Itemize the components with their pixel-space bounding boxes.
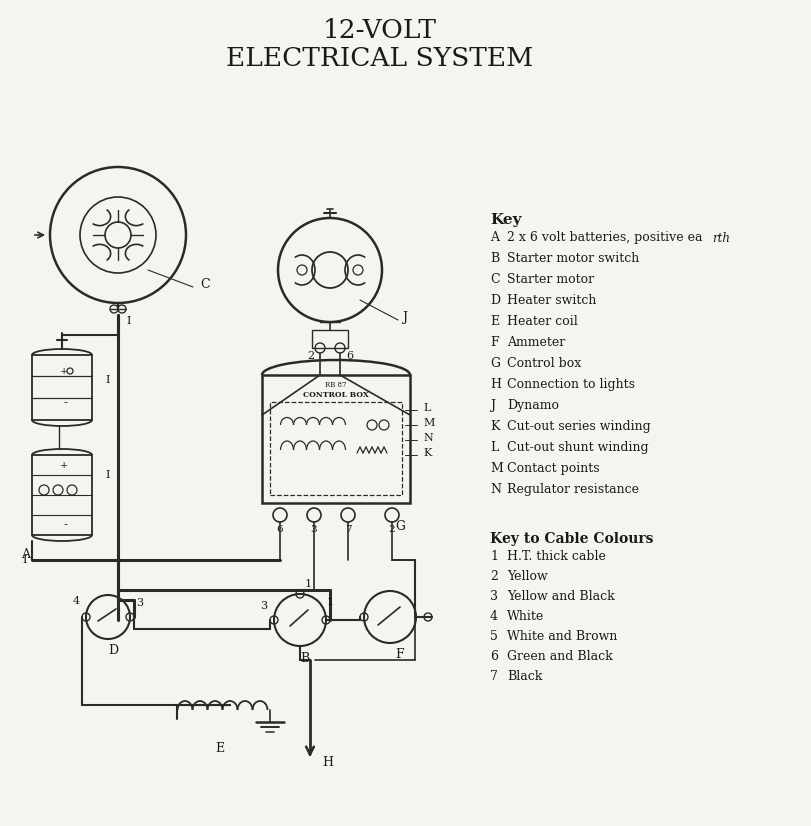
Text: Contact points: Contact points bbox=[507, 462, 599, 475]
Text: Yellow: Yellow bbox=[507, 570, 547, 583]
Text: E: E bbox=[490, 315, 499, 328]
Text: 2: 2 bbox=[388, 525, 395, 534]
Text: -: - bbox=[64, 519, 68, 531]
Text: -: - bbox=[64, 396, 68, 410]
Text: 12-VOLT: 12-VOLT bbox=[323, 18, 437, 43]
Text: Cut-out series winding: Cut-out series winding bbox=[507, 420, 650, 433]
Text: 5: 5 bbox=[490, 630, 498, 643]
Text: White and Brown: White and Brown bbox=[507, 630, 617, 643]
Bar bbox=[312, 330, 348, 348]
Text: E: E bbox=[216, 742, 225, 754]
Text: 6: 6 bbox=[490, 650, 498, 663]
Text: Regulator resistance: Regulator resistance bbox=[507, 483, 639, 496]
Text: D: D bbox=[490, 294, 500, 307]
Text: H: H bbox=[322, 757, 333, 770]
Text: C: C bbox=[490, 273, 500, 286]
Text: Black: Black bbox=[507, 670, 543, 683]
Text: Cut-out shunt winding: Cut-out shunt winding bbox=[507, 441, 649, 454]
Text: 3: 3 bbox=[490, 590, 498, 603]
Text: 1: 1 bbox=[327, 597, 333, 607]
Text: N: N bbox=[423, 433, 433, 443]
Text: L: L bbox=[490, 441, 498, 454]
Text: 3: 3 bbox=[260, 601, 268, 611]
Bar bbox=[270, 402, 402, 495]
Text: rth: rth bbox=[712, 232, 730, 245]
Text: 2: 2 bbox=[307, 351, 314, 361]
Text: Key to Cable Colours: Key to Cable Colours bbox=[490, 532, 654, 546]
Text: A: A bbox=[21, 548, 30, 562]
Text: 4: 4 bbox=[72, 596, 79, 606]
Text: 4: 4 bbox=[490, 610, 498, 623]
Text: Ammeter: Ammeter bbox=[507, 336, 565, 349]
Text: Green and Black: Green and Black bbox=[507, 650, 613, 663]
Text: ELECTRICAL SYSTEM: ELECTRICAL SYSTEM bbox=[226, 46, 534, 71]
Text: Control box: Control box bbox=[507, 357, 581, 370]
Text: F: F bbox=[396, 648, 405, 662]
Text: A: A bbox=[490, 231, 499, 244]
Text: +: + bbox=[60, 367, 68, 376]
Text: H: H bbox=[490, 378, 501, 391]
Text: 3: 3 bbox=[136, 598, 144, 608]
Text: D: D bbox=[108, 644, 118, 657]
Text: RB 87: RB 87 bbox=[325, 381, 347, 389]
Text: I: I bbox=[105, 470, 110, 480]
Text: Dynamo: Dynamo bbox=[507, 399, 559, 412]
Text: Key: Key bbox=[490, 213, 521, 227]
Text: Starter motor switch: Starter motor switch bbox=[507, 252, 639, 265]
Text: J: J bbox=[490, 399, 495, 412]
Text: 7: 7 bbox=[490, 670, 498, 683]
Text: Starter motor: Starter motor bbox=[507, 273, 594, 286]
Text: 1: 1 bbox=[304, 579, 311, 589]
Text: G: G bbox=[490, 357, 500, 370]
Text: CONTROL BOX: CONTROL BOX bbox=[303, 391, 369, 399]
Text: 6: 6 bbox=[346, 351, 353, 361]
Text: B: B bbox=[300, 652, 310, 664]
Text: I: I bbox=[105, 375, 110, 385]
Bar bbox=[32, 455, 92, 535]
Text: 6: 6 bbox=[277, 525, 283, 534]
Text: N: N bbox=[490, 483, 501, 496]
Text: M: M bbox=[423, 418, 435, 428]
Text: M: M bbox=[490, 462, 503, 475]
Text: 2: 2 bbox=[490, 570, 498, 583]
Text: Heater coil: Heater coil bbox=[507, 315, 577, 328]
Bar bbox=[32, 355, 92, 420]
Text: I: I bbox=[126, 316, 131, 326]
Text: Connection to lights: Connection to lights bbox=[507, 378, 635, 391]
Text: J: J bbox=[402, 311, 407, 325]
Text: 1: 1 bbox=[490, 550, 498, 563]
Text: H.T. thick cable: H.T. thick cable bbox=[507, 550, 606, 563]
Text: +: + bbox=[60, 461, 68, 469]
Text: Heater switch: Heater switch bbox=[507, 294, 596, 307]
Text: K: K bbox=[423, 448, 431, 458]
Text: White: White bbox=[507, 610, 544, 623]
Text: I: I bbox=[23, 555, 27, 565]
Text: G: G bbox=[395, 520, 405, 534]
Text: 7: 7 bbox=[345, 525, 351, 534]
Text: 2 x 6 volt batteries, positive ea: 2 x 6 volt batteries, positive ea bbox=[507, 231, 702, 244]
Bar bbox=[262, 375, 410, 503]
Text: B: B bbox=[490, 252, 500, 265]
Text: C: C bbox=[200, 278, 209, 292]
Text: L: L bbox=[423, 403, 431, 413]
Text: Yellow and Black: Yellow and Black bbox=[507, 590, 615, 603]
Text: F: F bbox=[490, 336, 499, 349]
Text: 3: 3 bbox=[311, 525, 317, 534]
Text: K: K bbox=[490, 420, 500, 433]
